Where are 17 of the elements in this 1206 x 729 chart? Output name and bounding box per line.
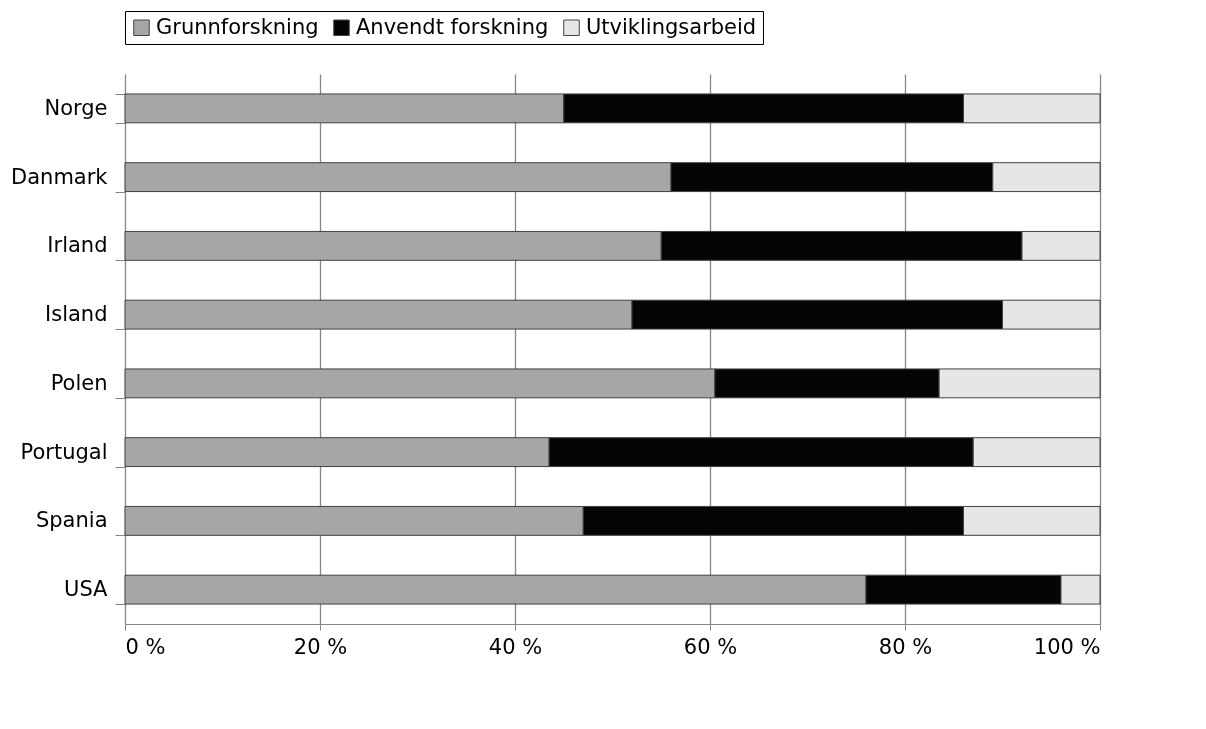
y-tick-label: USA xyxy=(64,577,109,602)
legend-label: Grunnforskning xyxy=(156,14,319,39)
x-tick-label: 60 % xyxy=(683,634,738,659)
legend-label: Utviklingsarbeid xyxy=(586,14,757,39)
legend-label: Anvendt forskning xyxy=(356,14,549,39)
y-tick-label: Spania xyxy=(35,508,108,533)
y-tick-label: Danmark xyxy=(11,164,109,189)
y-tick-label: Polen xyxy=(50,370,108,395)
x-tick-label: 100 % xyxy=(1033,634,1101,659)
x-tick-label: 0 % xyxy=(125,634,166,659)
y-tick-label: Irland xyxy=(47,233,108,258)
x-tick-label: 20 % xyxy=(293,634,348,659)
y-tick-label: Portugal xyxy=(20,439,108,464)
x-tick-label: 40 % xyxy=(488,634,543,659)
x-tick-label: 80 % xyxy=(878,634,933,659)
y-tick-label: Island xyxy=(45,302,108,327)
y-tick-label: Norge xyxy=(44,95,108,120)
